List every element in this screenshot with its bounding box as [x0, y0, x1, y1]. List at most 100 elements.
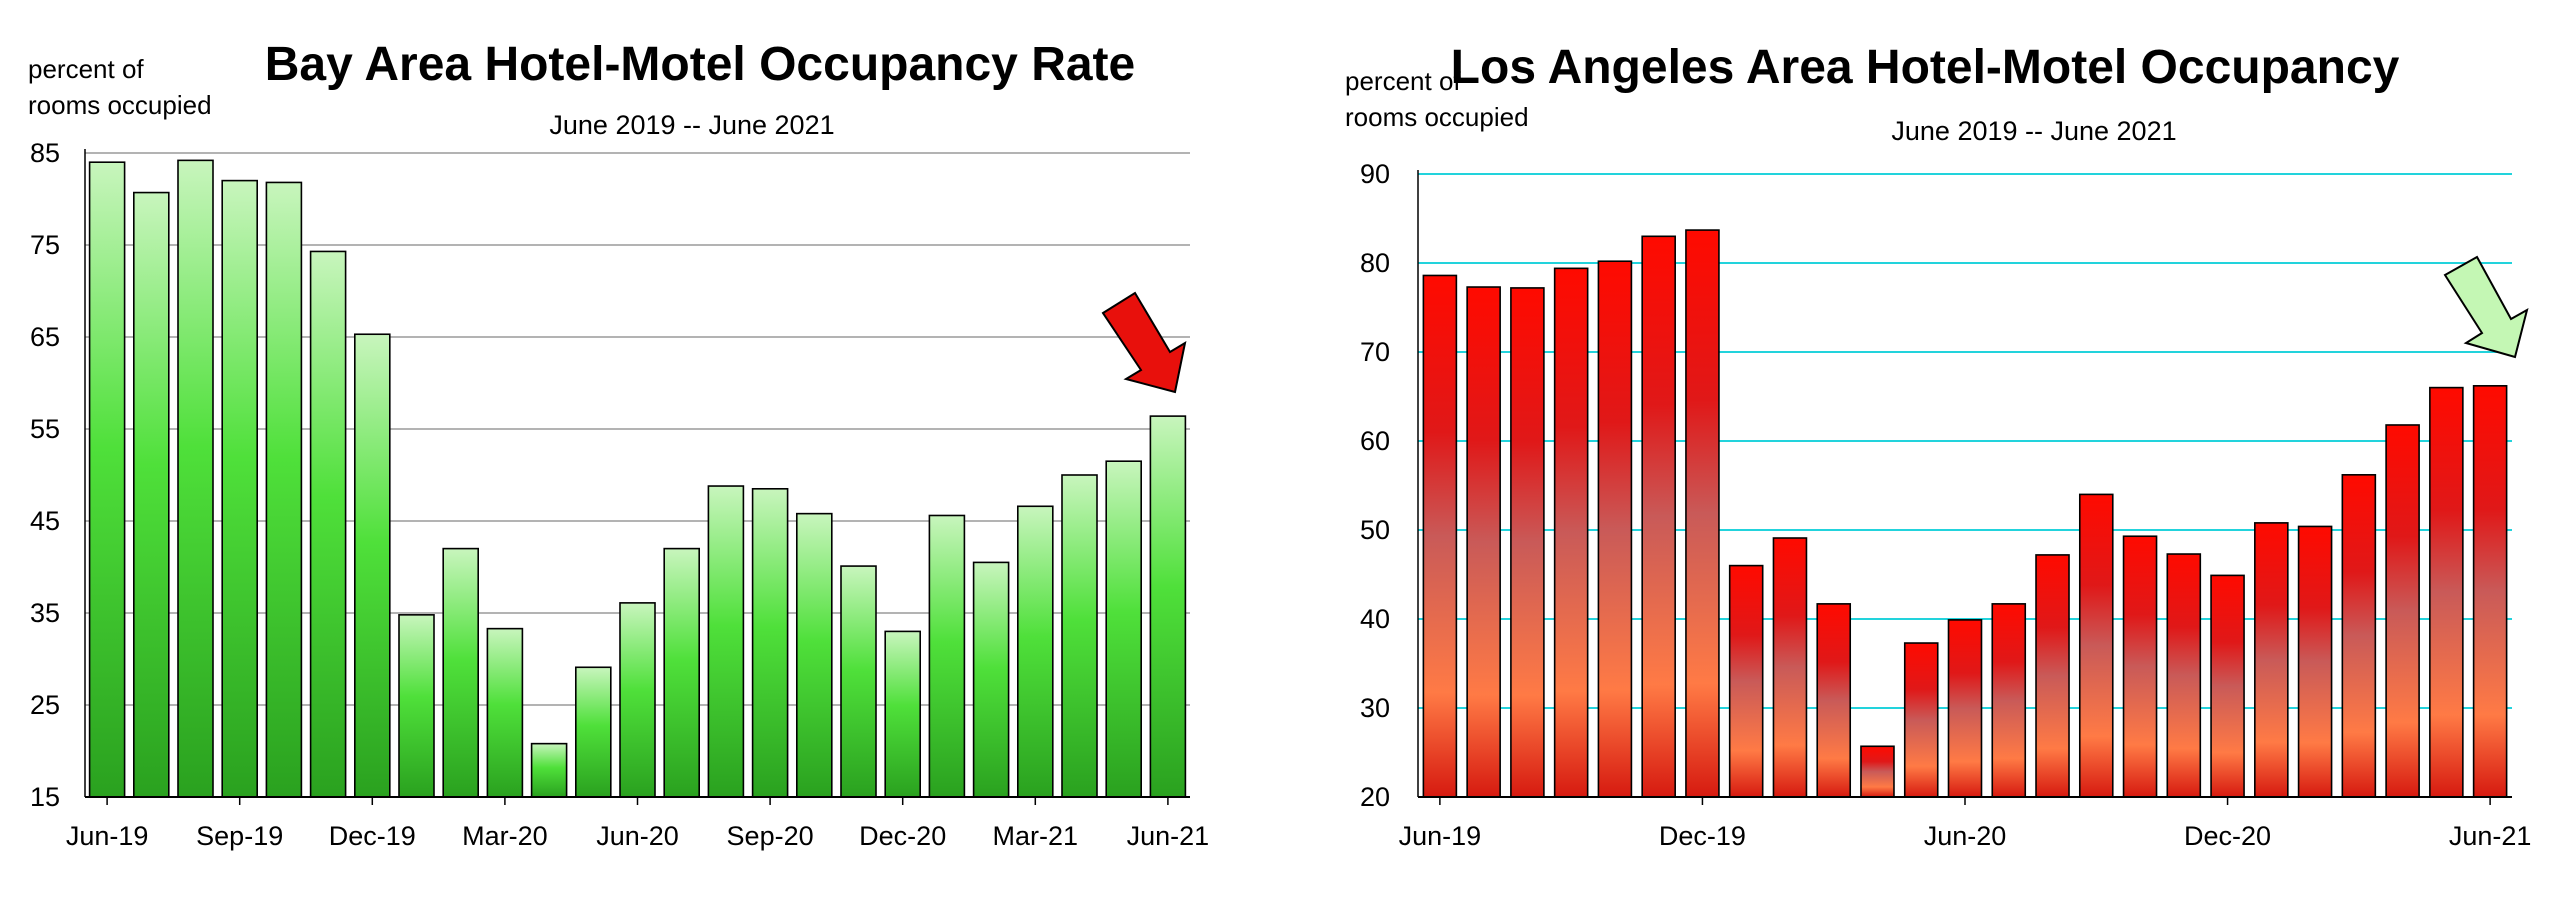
- bar-Jun-20: [619, 602, 656, 798]
- y-tick-label: 55: [30, 414, 60, 444]
- bar-Oct-20: [2122, 535, 2158, 798]
- bar-May-20: [574, 666, 612, 798]
- bar-Dec-20: [884, 630, 922, 798]
- bar-Jan-20: [1728, 564, 1764, 798]
- y-tick-label: 30: [1360, 693, 1390, 723]
- y-tick-label: 50: [1360, 515, 1390, 545]
- y-tick-label: 80: [1360, 248, 1390, 278]
- bar-May-21: [1105, 460, 1142, 798]
- y-tick-labels: 20 30 40 50 60 70 80 90: [1360, 159, 1390, 812]
- bar-Feb-20: [442, 547, 480, 798]
- bay-area-occupancy-chart: Bay Area Hotel-Motel Occupancy Rate June…: [28, 38, 1209, 851]
- bar-Aug-20: [2035, 554, 2070, 798]
- x-tick-label: Dec-19: [329, 821, 416, 851]
- bar-Oct-19: [265, 181, 303, 798]
- y-axis-label-line1: percent of: [1345, 66, 1461, 96]
- bar-Apr-20: [1860, 745, 1895, 798]
- y-tick-label: 15: [30, 782, 60, 812]
- y-axis-label-line2: rooms occupied: [1345, 102, 1529, 132]
- y-tick-label: 75: [30, 230, 60, 260]
- bar-Dec-19: [353, 333, 391, 798]
- bar-Apr-20: [530, 742, 568, 798]
- bar-May-20: [1903, 642, 1939, 798]
- bar-Mar-20: [1816, 603, 1852, 798]
- x-tick-label: Dec-19: [1659, 821, 1746, 851]
- bar-Jul-20: [1991, 603, 2027, 798]
- y-tick-label: 90: [1360, 159, 1390, 189]
- bar-Feb-20: [1772, 537, 1808, 798]
- y-tick-labels: 15 25 35 45 55 65 75 85: [30, 138, 60, 812]
- bar-Apr-21: [1061, 474, 1098, 798]
- y-tick-label: 35: [30, 598, 60, 628]
- los-angeles-occupancy-chart: Los Angeles Area Hotel-Motel Occupancy J…: [1345, 41, 2531, 851]
- x-tick-label: Mar-21: [993, 821, 1079, 851]
- bar-Nov-20: [2166, 553, 2202, 798]
- y-tick-label: 60: [1360, 426, 1390, 456]
- bar-Nov-20: [840, 565, 877, 798]
- bar-Jan-21: [2254, 522, 2289, 798]
- y-tick-label: 85: [30, 138, 60, 168]
- x-tick-labels: Jun-19 Sep-19 Dec-19 Mar-20 Jun-20 Sep-20 Dec-…: [66, 821, 1209, 851]
- y-tick-label: 40: [1360, 604, 1390, 634]
- y-axis-label-line2: rooms occupied: [28, 90, 212, 120]
- bar-Mar-21: [1016, 505, 1054, 798]
- x-tick-label: Jun-20: [1924, 821, 2007, 851]
- y-axis-label-line1: percent of: [28, 54, 144, 84]
- down-arrow-icon: [1101, 291, 1187, 394]
- bar-Sep-19: [1553, 267, 1589, 798]
- bar-Sep-20: [2078, 493, 2114, 798]
- bar-Apr-21: [2385, 424, 2420, 798]
- y-tick-label: 20: [1360, 782, 1390, 812]
- bar-Aug-19: [1510, 287, 1545, 798]
- bar-Jul-19: [133, 191, 170, 798]
- bar-Jun-19: [88, 161, 126, 798]
- bar-Oct-20: [795, 512, 833, 798]
- bars: [1422, 229, 2508, 798]
- axes: [1417, 170, 2512, 805]
- bars: [88, 159, 1187, 798]
- bar-Jun-21: [1149, 415, 1187, 798]
- y-tick-label: 65: [30, 322, 60, 352]
- bar-Dec-20: [2210, 574, 2245, 798]
- bar-Dec-19: [1685, 229, 1720, 798]
- x-tick-label: Sep-20: [727, 821, 814, 851]
- x-tick-label: Jun-20: [596, 821, 679, 851]
- y-tick-label: 25: [30, 690, 60, 720]
- bar-Aug-20: [707, 485, 745, 798]
- x-tick-labels: Jun-19 Dec-19 Jun-20 Dec-20 Jun-21: [1399, 821, 2532, 851]
- bar-Jun-21: [2472, 385, 2508, 798]
- chart-subtitle: June 2019 -- June 2021: [549, 110, 834, 140]
- x-tick-label: Mar-20: [462, 821, 548, 851]
- y-tick-label: 70: [1360, 337, 1390, 367]
- bar-Sep-19: [221, 179, 258, 798]
- bar-May-21: [2429, 386, 2464, 798]
- axes: [84, 149, 1190, 805]
- bar-Oct-19: [1597, 260, 1633, 798]
- x-tick-label: Jun-19: [66, 821, 149, 851]
- x-tick-label: Dec-20: [2184, 821, 2271, 851]
- chart-title: Bay Area Hotel-Motel Occupancy Rate: [265, 38, 1135, 91]
- bar-Nov-19: [1641, 235, 1676, 798]
- chart-subtitle: June 2019 -- June 2021: [1891, 116, 2176, 146]
- bar-Aug-19: [177, 159, 214, 798]
- bar-Feb-21: [972, 561, 1010, 798]
- bar-Jul-20: [663, 547, 701, 798]
- bar-Jan-20: [398, 614, 435, 798]
- bar-Jan-21: [928, 514, 966, 798]
- bar-Mar-21: [2341, 474, 2377, 798]
- down-arrow-icon: [2443, 255, 2529, 359]
- bar-Nov-19: [309, 250, 347, 798]
- bar-Feb-21: [2297, 525, 2333, 798]
- bar-Jul-19: [1466, 286, 1501, 798]
- x-tick-label: Sep-19: [196, 821, 283, 851]
- x-tick-label: Jun-21: [1127, 821, 1210, 851]
- bar-Mar-20: [486, 627, 524, 798]
- bar-Jun-19: [1422, 274, 1458, 798]
- x-tick-label: Jun-19: [1399, 821, 1482, 851]
- x-tick-label: Dec-20: [859, 821, 946, 851]
- x-tick-label: Jun-21: [2449, 821, 2532, 851]
- chart-title: Los Angeles Area Hotel-Motel Occupancy: [1451, 41, 2400, 94]
- bar-Jun-20: [1947, 619, 1983, 798]
- y-tick-label: 45: [30, 506, 60, 536]
